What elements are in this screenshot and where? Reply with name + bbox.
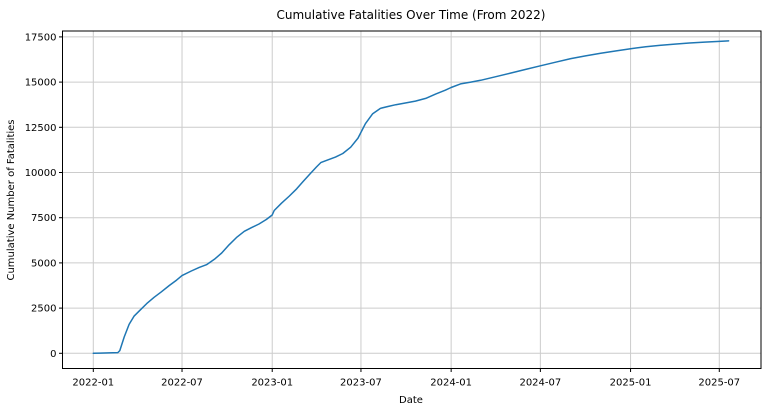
y-tick-label: 12500 xyxy=(25,123,57,134)
y-tick-label: 7500 xyxy=(31,213,56,224)
y-tick-label: 0 xyxy=(50,349,56,360)
y-tick-label: 10000 xyxy=(25,168,57,179)
chart-title: Cumulative Fatalities Over Time (From 20… xyxy=(277,8,546,22)
x-tick-label: 2022-01 xyxy=(72,378,114,389)
axis-ticks xyxy=(59,36,720,372)
axes-spines xyxy=(62,30,762,369)
y-tick-label: 5000 xyxy=(31,258,56,269)
gridlines xyxy=(62,31,761,369)
x-tick-label: 2024-01 xyxy=(430,378,472,389)
x-tick-label: 2023-01 xyxy=(251,378,293,389)
x-tick-label: 2024-07 xyxy=(519,378,561,389)
y-tick-label: 17500 xyxy=(25,32,57,43)
y-tick-label: 15000 xyxy=(25,78,57,89)
x-axis-label: Date xyxy=(399,395,423,406)
x-tick-label: 2025-01 xyxy=(610,378,652,389)
plot-border xyxy=(62,30,762,369)
x-tick-label: 2023-07 xyxy=(340,378,382,389)
tick-labels: 2022-01 2022-07 2023-01 2023-07 2024-01 2024-… xyxy=(25,32,740,388)
cumulative-fatalities-line xyxy=(92,40,730,355)
y-axis-label: Cumulative Number of Fatalities xyxy=(6,119,17,280)
y-tick-label: 2500 xyxy=(31,304,56,315)
x-tick-label: 2022-07 xyxy=(161,378,203,389)
x-tick-label: 2025-07 xyxy=(698,378,740,389)
data-line-series xyxy=(92,40,730,355)
